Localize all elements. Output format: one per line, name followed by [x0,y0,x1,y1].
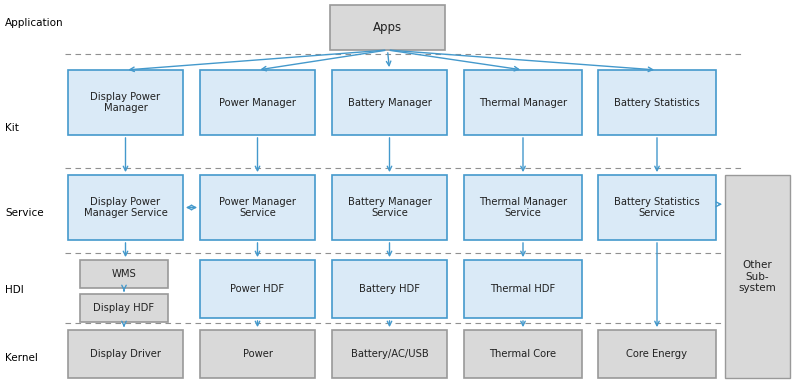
Bar [725,175,790,378]
Text: Battery/AC/USB: Battery/AC/USB [350,349,428,359]
Text: Power Manager
Service: Power Manager Service [219,197,296,218]
Text: Other
Sub-
system: Other Sub- system [738,260,776,293]
Text: Application: Application [5,18,64,28]
Text: Core Energy: Core Energy [626,349,687,359]
Bar [464,70,582,135]
Bar [200,260,315,318]
Text: Thermal Manager: Thermal Manager [479,98,567,107]
Bar [332,330,447,378]
Bar [200,70,315,135]
Bar [200,330,315,378]
Bar [68,175,183,240]
Text: Battery Statistics: Battery Statistics [614,98,700,107]
Text: Display Driver: Display Driver [90,349,161,359]
Text: Battery Manager
Service: Battery Manager Service [347,197,431,218]
Text: Thermal Core: Thermal Core [490,349,557,359]
Text: Display HDF: Display HDF [94,303,154,313]
Text: Battery Statistics
Service: Battery Statistics Service [614,197,700,218]
Bar [80,294,168,322]
Text: Kernel: Kernel [5,353,38,363]
Bar [598,175,716,240]
Bar [332,260,447,318]
Text: Battery HDF: Battery HDF [359,284,420,294]
Text: Kit: Kit [5,123,19,133]
Bar [80,260,168,288]
Bar [464,260,582,318]
Bar [464,330,582,378]
Bar [332,70,447,135]
Bar [330,5,445,50]
Bar [598,330,716,378]
Bar [200,175,315,240]
Bar [68,330,183,378]
Text: Apps: Apps [373,21,402,34]
Text: HDI: HDI [5,285,24,295]
Text: Battery Manager: Battery Manager [347,98,431,107]
Bar [68,70,183,135]
Text: Power: Power [242,349,273,359]
Text: Service: Service [5,208,44,218]
Text: Thermal HDF: Thermal HDF [490,284,556,294]
Bar [464,175,582,240]
Text: Power HDF: Power HDF [230,284,285,294]
Text: Display Power
Manager: Display Power Manager [90,92,161,113]
Bar [332,175,447,240]
Text: Display Power
Manager Service: Display Power Manager Service [83,197,167,218]
Bar [598,70,716,135]
Text: Thermal Manager
Service: Thermal Manager Service [479,197,567,218]
Text: WMS: WMS [112,269,136,279]
Text: Power Manager: Power Manager [219,98,296,107]
